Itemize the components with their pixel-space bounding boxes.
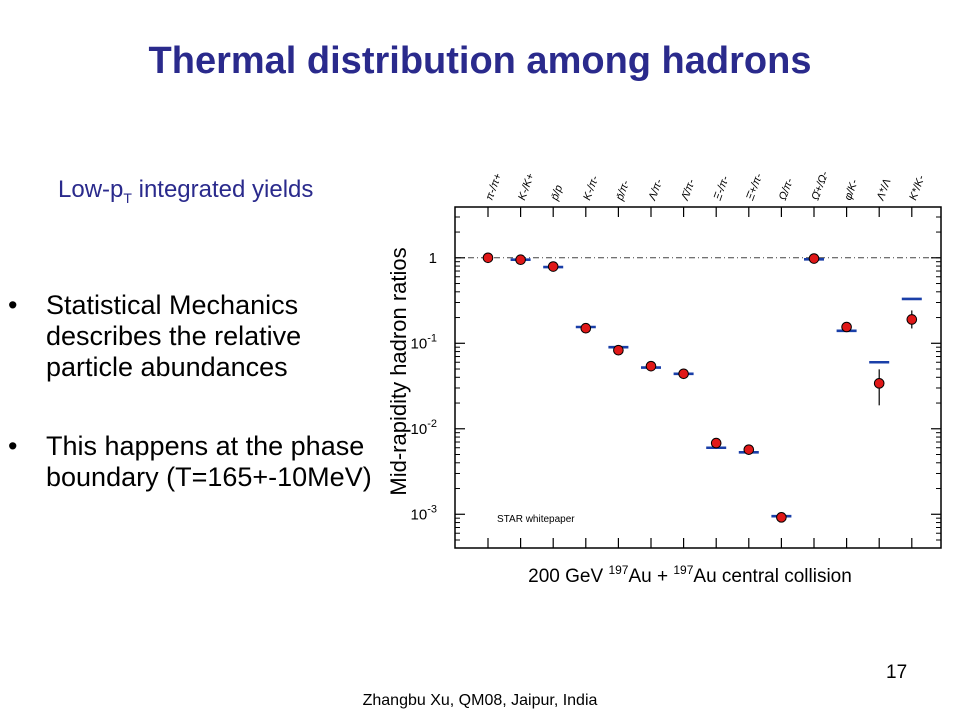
- category-label: K-/K+: [516, 171, 537, 202]
- data-point: [613, 344, 624, 356]
- data-point: [776, 512, 787, 523]
- data-point: [547, 261, 559, 272]
- category-label: Ω/π-: [777, 177, 796, 203]
- bullet-text: Statistical Mechanics describes the rela…: [46, 290, 302, 382]
- chart-annotation: STAR whitepaper: [497, 514, 575, 525]
- category-label: K*/K-: [907, 173, 927, 202]
- y-tick-label: 1: [429, 250, 437, 267]
- data-point: [743, 444, 755, 455]
- subtitle-main: Low-p: [58, 176, 124, 203]
- bullet-list: • Statistical Mechanics describes the rel…: [8, 290, 378, 541]
- footer-text: Zhangbu Xu, QM08, Jaipur, India: [362, 692, 598, 709]
- category-label: Ξ̄+/π-: [744, 172, 765, 203]
- category-label: φ/K-: [842, 178, 861, 202]
- category-label: Λ*/Λ: [874, 177, 893, 203]
- category-label: π-/π+: [484, 171, 505, 202]
- category-label: p̄/p: [548, 184, 565, 203]
- y-tick-label: 10-2: [411, 418, 437, 438]
- bullet-item: • Statistical Mechanics describes the rel…: [8, 290, 378, 383]
- x-axis-label: 200 GeV 197Au + 197Au central collision: [528, 563, 852, 587]
- category-label: Λ/π-: [646, 177, 665, 202]
- data-point: [482, 252, 494, 264]
- y-tick-label: 10-3: [411, 503, 437, 523]
- subtitle-rest: integrated yields: [131, 176, 314, 203]
- chart-subtitle: Low-pT integrated yields: [58, 176, 313, 206]
- subtitle-subscript: T: [123, 189, 132, 206]
- slide-title: Thermal distribution among hadrons: [148, 40, 812, 82]
- data-point: [580, 322, 592, 334]
- data-point: [808, 253, 820, 264]
- y-axis-label: Mid-rapidity hadron ratios: [386, 247, 411, 495]
- bullet-dot-icon: •: [8, 290, 18, 320]
- data-point: [515, 254, 526, 265]
- category-label: p̄/π-: [614, 179, 633, 203]
- data-point: [710, 437, 722, 449]
- data-point: [873, 378, 885, 389]
- category-label: Ξ-/π-: [711, 174, 731, 203]
- y-tick-label: 10-1: [411, 332, 437, 352]
- data-point: [906, 314, 918, 325]
- bullet-item: • This happens at the phase boundary (T=1…: [8, 431, 378, 493]
- page-number: 17: [886, 662, 908, 683]
- data-point: [841, 321, 852, 333]
- data-point: [645, 360, 657, 372]
- bullet-text: This happens at the phase boundary (T=16…: [46, 431, 372, 492]
- category-label: Λ̄/π-: [679, 177, 698, 202]
- bullet-dot-icon: •: [8, 431, 18, 461]
- category-label: Ω̄+/Ω-: [810, 170, 832, 202]
- data-point: [678, 368, 689, 380]
- category-label: K-/π-: [581, 174, 601, 202]
